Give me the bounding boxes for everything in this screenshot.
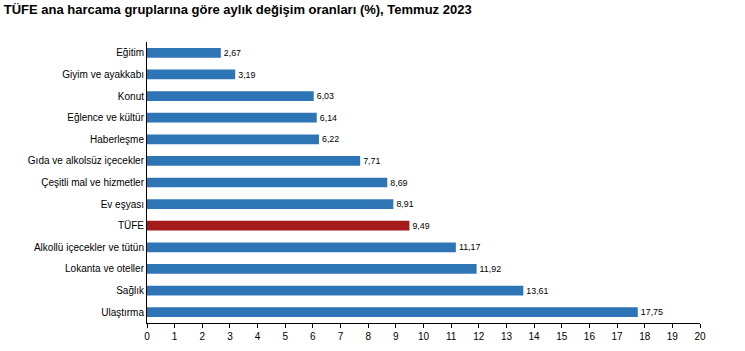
svg-text:17: 17 xyxy=(611,331,623,342)
svg-text:4: 4 xyxy=(255,331,261,342)
svg-text:1: 1 xyxy=(172,331,178,342)
svg-text:9,49: 9,49 xyxy=(412,221,429,231)
svg-text:Haberleşme: Haberleşme xyxy=(90,134,144,145)
svg-text:8,91: 8,91 xyxy=(396,199,413,209)
svg-text:3: 3 xyxy=(227,331,233,342)
svg-text:10: 10 xyxy=(418,331,430,342)
svg-text:14: 14 xyxy=(529,331,541,342)
svg-text:3,19: 3,19 xyxy=(238,70,255,80)
svg-text:6,22: 6,22 xyxy=(322,134,339,144)
svg-text:11,17: 11,17 xyxy=(459,242,481,252)
svg-text:6,03: 6,03 xyxy=(317,91,334,101)
svg-text:6,14: 6,14 xyxy=(320,113,337,123)
svg-text:6: 6 xyxy=(310,331,316,342)
svg-text:Konut: Konut xyxy=(118,91,144,102)
svg-text:9: 9 xyxy=(393,331,399,342)
svg-text:5: 5 xyxy=(282,331,288,342)
svg-text:TÜFE ana harcama gruplarına gö: TÜFE ana harcama gruplarına göre aylık d… xyxy=(4,2,472,17)
svg-text:0: 0 xyxy=(144,331,150,342)
svg-text:Çeşitli mal ve hizmetler: Çeşitli mal ve hizmetler xyxy=(41,177,144,188)
svg-text:19: 19 xyxy=(667,331,679,342)
svg-text:2,67: 2,67 xyxy=(224,48,241,58)
svg-text:11,92: 11,92 xyxy=(480,264,502,274)
svg-text:13,61: 13,61 xyxy=(526,286,548,296)
svg-text:20: 20 xyxy=(694,331,706,342)
svg-text:Ev eşyası: Ev eşyası xyxy=(101,199,144,210)
svg-text:17,75: 17,75 xyxy=(641,307,663,317)
svg-text:Eğlence ve kültür: Eğlence ve kültür xyxy=(67,112,144,123)
svg-text:11: 11 xyxy=(446,331,457,342)
svg-text:13: 13 xyxy=(501,331,513,342)
svg-text:TÜFE: TÜFE xyxy=(118,220,144,231)
svg-text:Gıda ve alkolsüz içecekler: Gıda ve alkolsüz içecekler xyxy=(28,155,145,166)
svg-text:Eğitim: Eğitim xyxy=(116,47,144,58)
svg-text:Sağlık: Sağlık xyxy=(116,285,145,296)
svg-text:8,69: 8,69 xyxy=(390,178,407,188)
svg-text:2: 2 xyxy=(200,331,206,342)
svg-text:Ulaştırma: Ulaştırma xyxy=(101,307,144,318)
svg-text:7,71: 7,71 xyxy=(363,156,380,166)
svg-text:Alkollü içecekler ve tütün: Alkollü içecekler ve tütün xyxy=(34,242,144,253)
svg-text:8: 8 xyxy=(365,331,371,342)
svg-text:Lokanta ve oteller: Lokanta ve oteller xyxy=(65,263,145,274)
svg-text:7: 7 xyxy=(338,331,344,342)
svg-text:Giyim ve ayakkabı: Giyim ve ayakkabı xyxy=(62,69,144,80)
svg-text:12: 12 xyxy=(473,331,485,342)
svg-text:16: 16 xyxy=(584,331,596,342)
svg-text:15: 15 xyxy=(556,331,568,342)
svg-text:18: 18 xyxy=(639,331,651,342)
